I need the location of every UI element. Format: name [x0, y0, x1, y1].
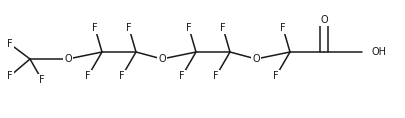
- Text: F: F: [85, 71, 91, 81]
- Text: F: F: [119, 71, 124, 81]
- Text: F: F: [126, 23, 132, 33]
- Text: F: F: [39, 75, 45, 85]
- Text: O: O: [252, 54, 259, 64]
- Text: F: F: [92, 23, 98, 33]
- Text: F: F: [179, 71, 184, 81]
- Text: F: F: [273, 71, 278, 81]
- Text: O: O: [320, 15, 327, 25]
- Text: F: F: [7, 71, 13, 81]
- Text: O: O: [158, 54, 165, 64]
- Text: OH: OH: [371, 47, 386, 57]
- Text: F: F: [220, 23, 225, 33]
- Text: F: F: [279, 23, 285, 33]
- Text: F: F: [213, 71, 218, 81]
- Text: F: F: [7, 39, 13, 49]
- Text: O: O: [64, 54, 72, 64]
- Text: F: F: [186, 23, 191, 33]
